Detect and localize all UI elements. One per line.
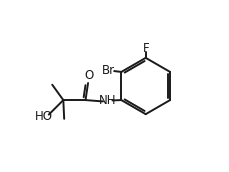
Text: O: O <box>84 69 93 82</box>
Text: HO: HO <box>35 110 53 123</box>
Text: Br: Br <box>101 64 114 77</box>
Text: F: F <box>142 42 148 55</box>
Text: NH: NH <box>98 94 116 108</box>
